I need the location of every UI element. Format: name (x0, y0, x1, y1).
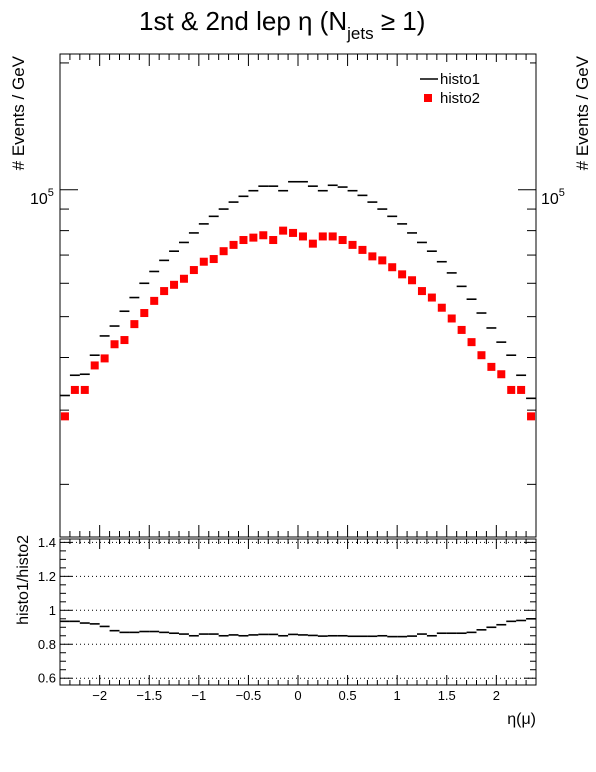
histo2-point (249, 233, 258, 242)
histo2-point (398, 270, 407, 279)
histo2-point (527, 412, 536, 421)
upper-axis-ticks (59, 54, 537, 537)
ratio-y-tick-label: 1.4 (38, 535, 56, 550)
histo2-point (487, 362, 496, 371)
histo2-point (388, 263, 397, 272)
histo2-point (140, 309, 149, 318)
ratio-y-tick-label: 1.2 (38, 569, 56, 584)
ratio-x-tick-label: 1.5 (438, 688, 456, 703)
upper-pad: # Events / GeV # Events / GeV 105 105 hi… (9, 53, 592, 538)
histo2-point (150, 296, 159, 305)
ratio-pad: −2 −1.5 −1 −0.5 0 0.5 1 1.5 2 0.6 0.8 1 1.2 1.4 histo… (15, 535, 537, 728)
histo2-point (160, 287, 169, 296)
histo2-point (229, 240, 238, 249)
histo2-point (70, 385, 79, 394)
histo2-point (179, 274, 188, 283)
histo2-point (298, 232, 307, 241)
histo2-point (447, 314, 456, 323)
histo2-point (358, 245, 367, 254)
ratio-x-tick-label: −1.5 (136, 688, 162, 703)
histo2-point (497, 370, 506, 379)
histo2-point (100, 354, 109, 363)
histo2-point (209, 255, 218, 264)
histo2-point (189, 266, 198, 275)
histo2-point (199, 257, 208, 266)
ratio-x-tick-label: −1 (191, 688, 206, 703)
histo2-point (130, 320, 139, 329)
chart-title-tail: ≥ 1) (374, 6, 426, 36)
ratio-x-tick-label: 2 (493, 688, 500, 703)
histo2-point (338, 236, 347, 245)
histo2-point (60, 412, 69, 421)
ratio-x-tick-label: −0.5 (236, 688, 262, 703)
chart-title-subscript: jets (346, 24, 373, 43)
histo2-point (477, 351, 486, 360)
ratio-gridlines (60, 541, 536, 679)
legend-histo2-label: histo2 (440, 90, 480, 107)
chart-title: 1st & 2nd lep η (Njets ≥ 1) (139, 6, 425, 43)
histo2-point (279, 226, 288, 235)
histo2-point (368, 252, 377, 261)
histo2-point (269, 236, 278, 245)
x-axis-title: η(μ) (507, 711, 536, 728)
y-tick-label-right-base: 10 (541, 191, 559, 208)
histo2-point (170, 280, 179, 289)
histo2-point (259, 231, 268, 240)
histo2-point (289, 228, 298, 237)
histo2-point (378, 256, 387, 265)
histo2-point (348, 240, 357, 249)
y-axis-title-left: # Events / GeV (9, 55, 28, 170)
upper-plot-frame (59, 53, 537, 538)
legend-histo1-label: histo1 (440, 71, 480, 88)
legend-histo2-marker (424, 94, 432, 102)
histo2-point (328, 232, 337, 241)
histo2-point (517, 385, 526, 394)
ratio-x-tick-label: 1 (394, 688, 401, 703)
histo2-point (110, 340, 119, 349)
ratio-data-series (60, 617, 536, 638)
y-tick-label-left: 105 (30, 187, 54, 208)
ratio-x-tick-label: −2 (92, 688, 107, 703)
histo2-point (408, 276, 417, 285)
y-tick-label-right-exponent: 5 (559, 187, 565, 199)
histo2-point (318, 232, 327, 241)
y-axis-title-right: # Events / GeV (573, 55, 592, 170)
histo2-point (120, 336, 129, 345)
ratio-x-tick-label: 0.5 (339, 688, 357, 703)
ratio-y-tick-label: 0.6 (38, 671, 56, 686)
ratio-x-tick-label: 0 (294, 688, 301, 703)
y-tick-label-left-base: 10 (30, 191, 48, 208)
upper-data-series (60, 180, 536, 421)
histo2-point (239, 236, 248, 245)
histo2-point (219, 247, 228, 256)
histo2-point (417, 287, 426, 296)
ratio-y-tick-label: 1 (49, 603, 56, 618)
histo2-point (308, 239, 317, 248)
ratio-y-axis-title: histo1/histo2 (15, 535, 32, 625)
chart-title-main: 1st & 2nd lep η (N (139, 6, 347, 36)
histo2-point (467, 338, 476, 347)
y-tick-label-right: 105 (541, 187, 565, 208)
histo2-point (90, 361, 99, 370)
histo2-point (437, 303, 446, 312)
histo2-point (427, 293, 436, 302)
histo2-point (507, 385, 516, 394)
y-tick-label-left-exponent: 5 (48, 187, 54, 199)
legend-background (414, 62, 530, 108)
legend: histo1 histo2 (414, 62, 530, 108)
histo2-point (80, 385, 89, 394)
histo2-point (457, 325, 466, 334)
ratio-plot-frame (59, 538, 537, 686)
ratio-axis-ticks: −2 −1.5 −1 −0.5 0 0.5 1 1.5 2 0.6 0.8 1 1.2 1.4 (38, 535, 537, 703)
ratio-y-tick-label: 0.8 (38, 637, 56, 652)
